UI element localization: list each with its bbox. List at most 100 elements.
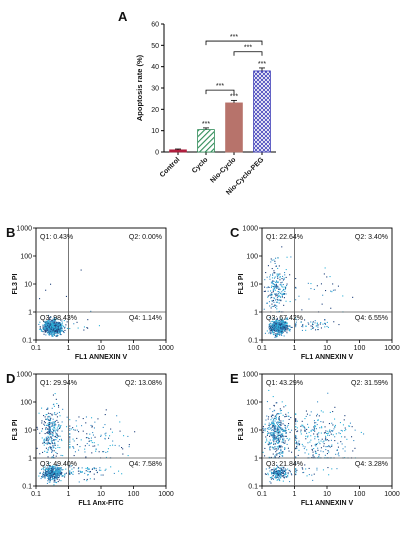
panel-d-dot [47, 419, 49, 421]
panel-b-dot [52, 327, 54, 329]
panel-c-dot [277, 299, 279, 301]
panel-d-dot [69, 439, 71, 441]
panel-e-dot [277, 431, 279, 433]
panel-e-dot [279, 422, 281, 424]
panel-e-dot [313, 456, 315, 458]
panel-d-dot [50, 440, 52, 442]
panel-e-dot [322, 411, 324, 413]
panel-d-dot [107, 451, 109, 453]
panel-d-dot [44, 477, 46, 479]
panel-d-dot [69, 465, 71, 467]
panel-c-dot [275, 293, 277, 295]
panel-e-dot [262, 426, 264, 428]
panel-e-dot [277, 479, 279, 481]
panel-e-dot [274, 428, 276, 430]
panel-d-dot [55, 434, 57, 436]
panel-a-significance-label: *** [230, 93, 238, 100]
panel-c-dot [266, 276, 268, 278]
panel-c-dot [282, 332, 284, 334]
panel-e-dot [288, 428, 290, 430]
panel-e-dot [265, 419, 267, 421]
panel-e-dot [280, 433, 282, 435]
panel-b-dot [48, 314, 50, 316]
panel-c-dot [310, 328, 312, 330]
panel-e-dot [282, 471, 284, 473]
panel-e-dot [280, 412, 282, 414]
panel-c-dot [280, 329, 282, 331]
panel-c-dot [273, 288, 275, 290]
panel-d-dot [92, 434, 94, 436]
panel-d-dot [50, 427, 52, 429]
panel-e-dot [298, 449, 300, 451]
panel-d-dot [58, 435, 60, 437]
panel-c-dot [278, 295, 280, 297]
panel-b-dot [58, 322, 60, 324]
panel-d-dot [102, 451, 104, 453]
panel-c-dot [278, 292, 280, 294]
panel-e-dot [331, 422, 333, 424]
panel-c-dot [324, 323, 326, 325]
panel-d-dot [44, 424, 46, 426]
panel-c-dot [282, 330, 284, 332]
panel-d-dot [42, 442, 44, 444]
panel-d-dot [56, 478, 58, 480]
panel-d-dot [51, 466, 53, 468]
panel-e-dot [295, 418, 297, 420]
panel-c-dot [315, 329, 317, 331]
panel-d-dot [46, 472, 48, 474]
panel-d-dot [49, 434, 51, 436]
panel-d-dot [85, 456, 87, 458]
panel-e-dot [295, 473, 297, 475]
panel-d-dot [47, 469, 49, 471]
panel-d-dot [46, 442, 48, 444]
panel-e-dot [280, 449, 282, 451]
panel-c-dot [286, 331, 288, 333]
panel-b-dot [59, 333, 61, 335]
panel-d-dot [59, 427, 61, 429]
panel-c-dot [274, 322, 276, 324]
panel-b-dot [48, 319, 50, 321]
panel-e-dot [272, 423, 274, 425]
panel-e-dot [264, 447, 266, 449]
panel-e-dot [304, 464, 306, 466]
panel-e-dot [275, 426, 277, 428]
panel-e-y-tick-label: 10 [250, 428, 258, 435]
panel-d-dot [82, 418, 84, 420]
panel-e-dot [328, 440, 330, 442]
panel-c-dot [270, 258, 272, 260]
panel-e-dot [267, 432, 269, 434]
panel-e-dot [309, 441, 311, 443]
panel-e-dot [273, 437, 275, 439]
panel-b-dot [64, 326, 66, 328]
panel-e-dot [327, 392, 329, 394]
panel-d-dot [91, 468, 93, 470]
panel-d-dot [46, 473, 48, 475]
panel-a-bar [225, 102, 243, 153]
panel-d-dot [55, 468, 57, 470]
panel-d-dot [69, 436, 71, 438]
panel-d-dot [52, 430, 54, 432]
panel-e-dot [319, 427, 321, 429]
panel-d-dot [47, 474, 49, 476]
panel-b-dot [64, 329, 66, 331]
panel-d-dot [85, 422, 87, 424]
panel-b-dot [47, 329, 49, 331]
panel-d-quadrant-q2-label: Q2: 13.08% [125, 380, 162, 387]
panel-d-dot [47, 448, 49, 450]
panel-d-dot [47, 425, 49, 427]
panel-e-dot [320, 450, 322, 452]
panel-b-dot [50, 329, 52, 331]
panel-d-dot [49, 473, 51, 475]
panel-c-dot [276, 318, 278, 320]
panel-b-dot [50, 319, 52, 321]
panel-d-dot [95, 467, 97, 469]
panel-e-dot [273, 443, 275, 445]
panel-e-dot [297, 444, 299, 446]
panel-d-dot [58, 468, 60, 470]
panel-c-dot [271, 259, 273, 261]
panel-c-dot [279, 310, 281, 312]
panel-e-dot [270, 434, 272, 436]
panel-d-dot [50, 469, 52, 471]
panel-e-dot [287, 473, 289, 475]
